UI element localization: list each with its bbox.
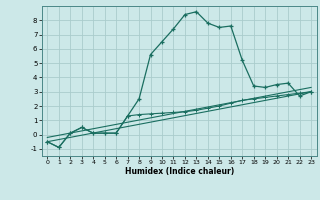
X-axis label: Humidex (Indice chaleur): Humidex (Indice chaleur) [124,167,234,176]
